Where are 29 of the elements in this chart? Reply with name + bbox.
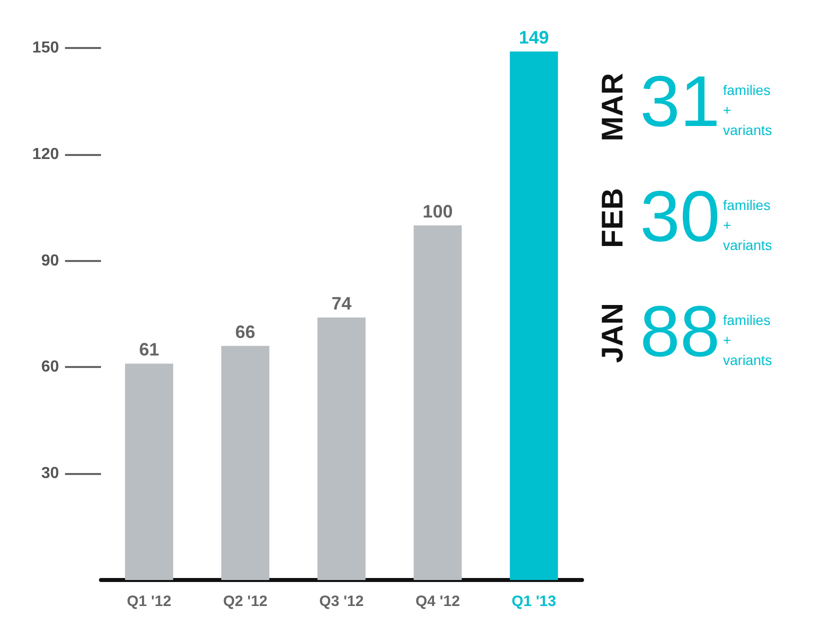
text: families + variants [723, 197, 772, 253]
text: families + variants [723, 312, 772, 368]
text: FEB [596, 188, 630, 248]
data-label: 100 [422, 201, 453, 222]
text: 88 [640, 292, 720, 372]
bar [317, 318, 366, 580]
text: MAR [596, 72, 630, 142]
data-label: 66 [235, 322, 256, 342]
bar [414, 225, 462, 580]
bar [125, 364, 174, 580]
text: families + variants [723, 82, 772, 138]
x-tick-label: Q2 '12 [223, 593, 268, 610]
x-tick-label: Q4 '12 [415, 593, 460, 610]
bar [221, 346, 270, 580]
text: JAN [596, 303, 630, 364]
y-tick-label: 90 [41, 252, 60, 270]
data-label: 61 [139, 340, 160, 360]
x-tick-label: Q1 '13 [512, 593, 556, 610]
x-tick-label: Q1 '12 [126, 593, 172, 610]
y-tick-label: 30 [41, 465, 60, 482]
y-tick-label: 150 [32, 40, 60, 56]
data-label: 149 [518, 28, 549, 48]
x-tick-label: Q3 '12 [319, 593, 364, 610]
text: 30 [640, 177, 720, 257]
text: 31 [640, 62, 720, 142]
bar [510, 52, 558, 580]
y-tick-label: 60 [41, 358, 60, 376]
data-label: 74 [331, 294, 352, 314]
y-tick-label: 120 [32, 146, 60, 163]
